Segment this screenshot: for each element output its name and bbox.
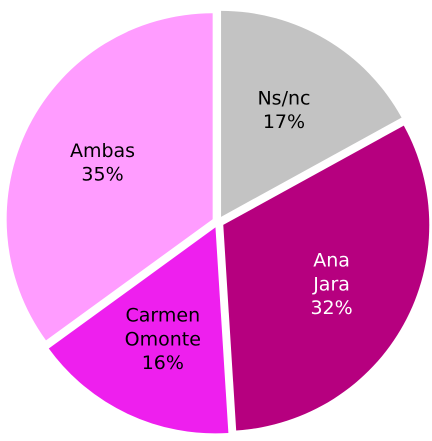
slice-value-label: 16%: [142, 352, 184, 374]
pie-slice: [48, 227, 229, 434]
pie-slice: [223, 125, 430, 431]
slice-label: Carmen Omonte: [125, 304, 201, 350]
slice-value-label: 35%: [81, 164, 123, 186]
slice-label: Ambas: [70, 140, 135, 162]
slice-label: Ana Jara: [312, 249, 350, 295]
slice-value-label: 32%: [310, 297, 352, 319]
pie-slice: [221, 10, 402, 217]
slice-label: Ns/nc: [257, 87, 310, 109]
pie-slice: [6, 13, 213, 341]
slice-value-label: 17%: [263, 111, 305, 133]
